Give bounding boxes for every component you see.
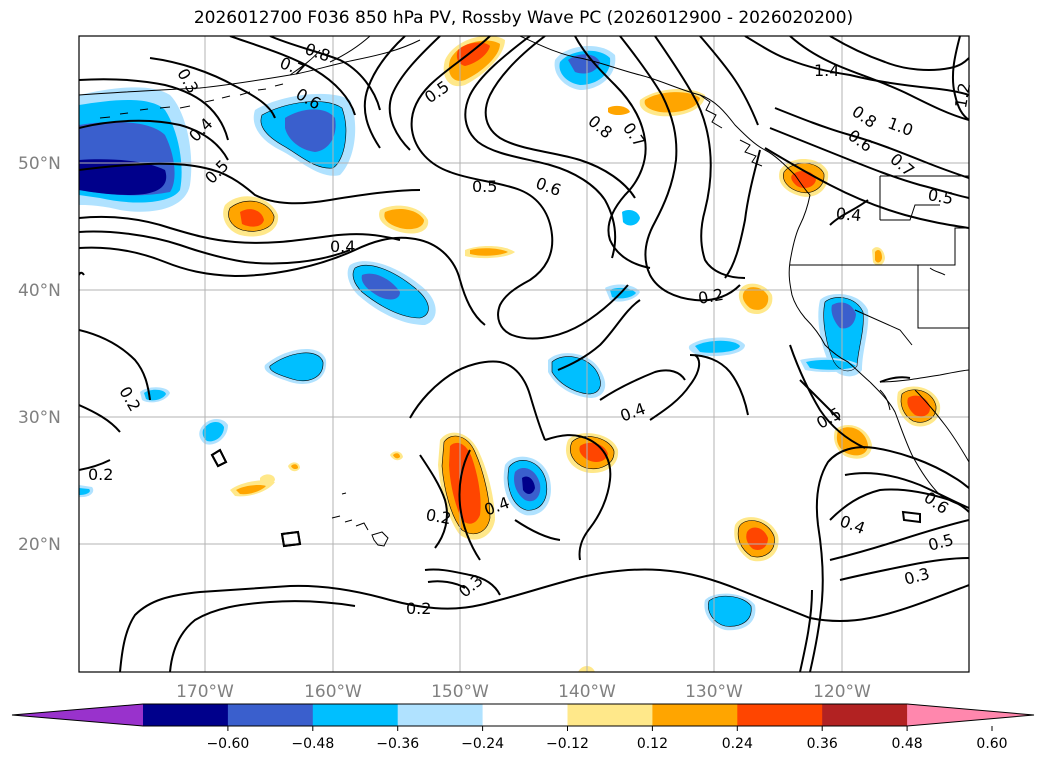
colorbar-segment [312,704,399,726]
colorbar-tick-label: −0.24 [461,736,504,752]
contour-label: 0.6 [844,126,876,156]
colorbar-tick-label: 0.48 [892,736,923,752]
contour-label: 0.7 [619,119,649,151]
colorbar-segment [737,704,823,726]
map-frame [78,35,970,673]
gridlines [79,36,969,672]
lon-label: 140°W [558,682,616,702]
colorbar-segment [482,704,568,726]
contour-label: 0.2 [115,383,144,415]
colorbar-outline [11,703,1035,727]
lat-label: 50°N [18,154,61,174]
lon-label: 160°W [304,682,362,702]
colorbar-tick-label: −0.48 [291,736,334,752]
contour-label: 0.6 [920,488,952,518]
contour-label: 0.4 [835,204,862,225]
colorbar-tick-label: −0.36 [376,736,419,752]
colorbar-tick-label: −0.12 [546,736,589,752]
colorbar-segment [652,704,738,726]
colorbar-segment [397,704,484,726]
colorbar-segment [227,704,314,726]
contour-label: 0.4 [330,237,355,256]
contour-label: 0.5 [926,530,956,555]
contour-label: 0.2 [88,465,113,484]
lon-label: 130°W [685,682,743,702]
longitude-labels: 170°W 160°W 150°W 140°W 130°W 120°W [176,682,871,702]
colorbar-tick-label: 0.60 [976,736,1007,752]
colorbar-tick-label: 0.24 [722,736,753,752]
map-title: 2026012700 F036 850 hPa PV, Rossby Wave … [193,8,854,28]
lon-label: 150°W [431,682,489,702]
contour-label: 0.6 [533,173,563,200]
colorbar-segment [567,704,653,726]
colorbar-tick-label: 0.36 [807,736,838,752]
lat-label: 40°N [18,281,61,301]
colorbar-tick-label: −0.60 [206,736,249,752]
contour-label: 0.5 [472,177,497,196]
contour-label: 0.8 [584,111,616,142]
contour-label: 0.2 [406,599,431,618]
lat-label: 20°N [18,535,61,555]
contour-label: 0.5 [201,156,232,187]
colorbar-segment [143,704,229,726]
contour-label: 0.5 [926,185,954,208]
contour-label: 0.3 [902,564,932,589]
contour-label: 1.2 [951,81,974,109]
colorbar-segment [822,704,908,726]
colorbar: −0.60 −0.48 −0.36 −0.24 −0.12 0.12 0.24 0.36 0.4… [11,703,1035,752]
contour-label: 0.4 [618,399,648,426]
colorbar-extend-min [12,704,143,726]
pv-contours [79,36,969,672]
lat-label: 30°N [18,408,61,428]
lon-label: 120°W [813,682,871,702]
contour-label: 1.4 [814,61,839,80]
lon-label: 170°W [176,682,234,702]
contour-label: 0.2 [697,285,725,308]
colorbar-tick-label: 0.12 [637,736,668,752]
contour-label: 1.0 [885,113,915,140]
contour-label: 0.2 [424,505,452,528]
latitude-labels: 50°N 40°N 30°N 20°N [18,154,61,555]
colorbar-extend-max [907,704,1034,726]
